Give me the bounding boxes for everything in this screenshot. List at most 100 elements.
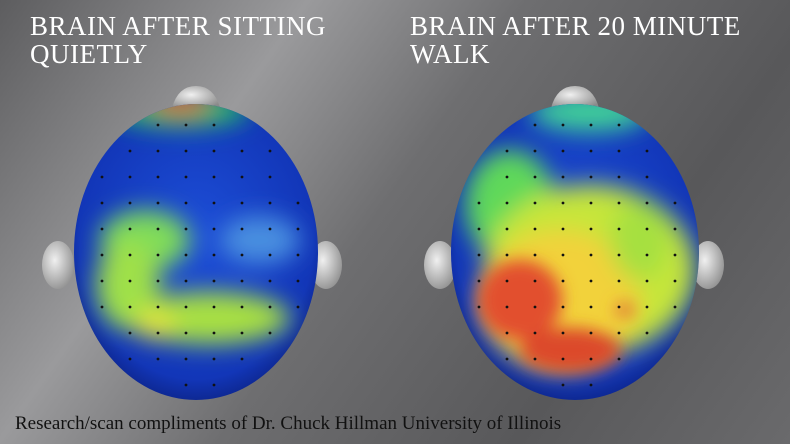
electrode-dot	[156, 253, 160, 257]
electrode-dot	[184, 123, 188, 127]
electrode-dot	[673, 305, 677, 309]
electrode-dot	[156, 123, 160, 127]
electrode-dot	[184, 383, 188, 387]
electrode-dot	[268, 149, 272, 153]
electrode-dot	[673, 279, 677, 283]
electrode-dot	[617, 253, 621, 257]
panel-title: BRAIN AFTER 20 MINUTE WALK	[410, 11, 741, 69]
electrode-dot	[212, 279, 216, 283]
electrode-dot	[240, 305, 244, 309]
electrode-dot	[645, 227, 649, 231]
electrode-dot	[128, 305, 132, 309]
electrode-dot	[212, 149, 216, 153]
electrode-dot	[100, 175, 104, 179]
electrode-dot	[617, 305, 621, 309]
electrode-dot	[533, 175, 537, 179]
electrode-dot	[505, 175, 509, 179]
electrode-dot	[212, 227, 216, 231]
electrode-dot	[589, 201, 593, 205]
electrode-dot	[589, 123, 593, 127]
electrode-dot	[240, 279, 244, 283]
electrode-dot	[533, 149, 537, 153]
electrode-dot	[533, 201, 537, 205]
electrode-dot	[128, 201, 132, 205]
brain-right	[424, 86, 724, 400]
electrode-dot	[100, 201, 104, 205]
electrode-dot	[128, 253, 132, 257]
electrode-dot	[505, 149, 509, 153]
electrode-dot	[240, 175, 244, 179]
electrode-dot	[589, 175, 593, 179]
electrode-dot	[589, 383, 593, 387]
electrode-dot	[617, 175, 621, 179]
electrode-dot	[533, 253, 537, 257]
electrode-dot	[533, 305, 537, 309]
electrode-dot	[128, 149, 132, 153]
electrode-dot	[645, 201, 649, 205]
electrode-dot	[128, 279, 132, 283]
electrode-dot	[561, 123, 565, 127]
electrode-dot	[645, 175, 649, 179]
electrode-dot	[589, 227, 593, 231]
electrode-dot	[296, 253, 300, 257]
electrode-dot	[645, 305, 649, 309]
electrode-dot	[477, 201, 481, 205]
electrode-dot	[268, 305, 272, 309]
electrode-dot	[128, 175, 132, 179]
electrode-dot	[240, 331, 244, 335]
electrode-dot	[533, 227, 537, 231]
electrode-dot	[561, 201, 565, 205]
electrode-dot	[505, 357, 509, 361]
electrode-dot	[477, 305, 481, 309]
electrode-dot	[156, 279, 160, 283]
electrode-dot	[156, 331, 160, 335]
electrode-dot	[100, 227, 104, 231]
electrode-dot	[477, 227, 481, 231]
electrode-dot	[156, 227, 160, 231]
electrode-dot	[617, 201, 621, 205]
electrode-dot	[589, 279, 593, 283]
electrode-dot	[268, 331, 272, 335]
electrode-dot	[100, 279, 104, 283]
electrode-dot	[533, 331, 537, 335]
electrode-dot	[645, 331, 649, 335]
electrode-dot	[561, 253, 565, 257]
electrode-dot	[561, 305, 565, 309]
electrode-dot	[268, 227, 272, 231]
electrode-dot	[589, 357, 593, 361]
electrode-dot	[268, 279, 272, 283]
electrode-dot	[212, 253, 216, 257]
electrode-dot	[296, 201, 300, 205]
electrode-dot	[477, 253, 481, 257]
electrode-dot	[645, 279, 649, 283]
electrode-dot	[505, 227, 509, 231]
electrode-dot	[617, 331, 621, 335]
electrode-dot	[617, 279, 621, 283]
electrode-dot	[673, 253, 677, 257]
electrode-dot	[212, 201, 216, 205]
electrode-dot	[296, 227, 300, 231]
electrode-dot	[561, 383, 565, 387]
electrode-dot	[212, 305, 216, 309]
electrode-dot	[156, 201, 160, 205]
electrode-dot	[184, 253, 188, 257]
electrode-dot	[561, 149, 565, 153]
electrode-dot	[156, 305, 160, 309]
electrode-dot	[645, 253, 649, 257]
electrode-dot	[212, 123, 216, 127]
electrode-dot	[156, 149, 160, 153]
electrode-dot	[589, 253, 593, 257]
electrode-dot	[268, 253, 272, 257]
electrode-dot	[505, 201, 509, 205]
electrode-dot	[184, 227, 188, 231]
electrode-dot	[477, 279, 481, 283]
electrode-dot	[240, 149, 244, 153]
electrode-dot	[589, 305, 593, 309]
electrode-dot	[184, 175, 188, 179]
electrode-dot	[240, 201, 244, 205]
electrode-dot	[673, 201, 677, 205]
electrode-dot	[240, 357, 244, 361]
electrode-dot	[589, 149, 593, 153]
